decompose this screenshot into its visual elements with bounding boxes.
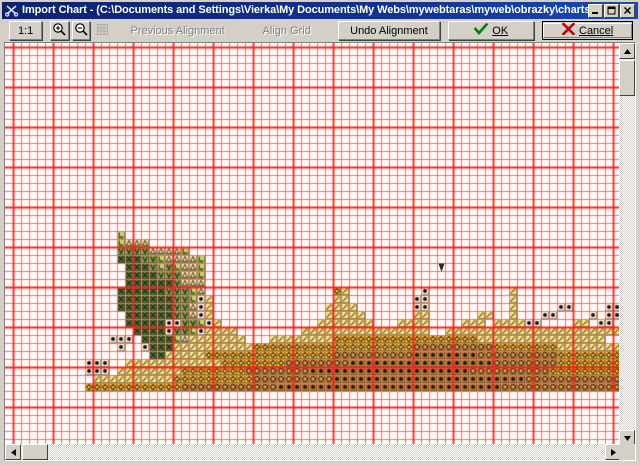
horizontal-scrollbar-thumb[interactable]: [22, 444, 48, 460]
ok-label: OK: [492, 24, 509, 37]
close-button[interactable]: [620, 3, 635, 18]
grid-tool-button[interactable]: [93, 21, 111, 40]
cancel-button[interactable]: Cancel: [542, 21, 633, 40]
window-controls: [588, 3, 636, 18]
vertical-scrollbar-thumb[interactable]: [619, 60, 635, 96]
pattern-scissors-icon: [5, 4, 19, 17]
cancel-label: Cancel: [579, 24, 614, 37]
scroll-down-button[interactable]: [619, 430, 635, 446]
previous-alignment-button[interactable]: Previous Alignment: [119, 21, 235, 40]
horizontal-scrollbar[interactable]: [5, 444, 621, 460]
align-grid-button[interactable]: Align Grid: [244, 21, 330, 40]
previous-alignment-label: Previous Alignment: [130, 24, 225, 37]
undo-alignment-label: Undo Alignment: [350, 24, 428, 37]
zoom-out-icon: [74, 22, 88, 39]
horizontal-scrollbar-track[interactable]: [21, 444, 605, 460]
zoom-out-button[interactable]: [71, 21, 91, 40]
align-grid-label: Align Grid: [262, 24, 311, 37]
undo-alignment-button[interactable]: Undo Alignment: [337, 21, 441, 40]
cross-stitch-chart-canvas[interactable]: [5, 43, 621, 446]
vertical-scrollbar-track[interactable]: [619, 59, 635, 430]
zoom-reset-label: 1:1: [17, 24, 34, 37]
red-x-icon: [561, 22, 576, 38]
toolbar: 1:1: [2, 20, 638, 41]
zoom-reset-button[interactable]: 1:1: [9, 21, 43, 40]
grid-tool-icon: [96, 23, 109, 39]
ok-button[interactable]: OK: [448, 21, 535, 40]
green-check-icon: [473, 22, 489, 38]
scrollbar-corner: [619, 444, 635, 460]
chart-canvas-viewport[interactable]: gallery.broidery.ru: [5, 43, 621, 446]
title-bar[interactable]: Import Chart - (C:\Documents and Setting…: [2, 2, 638, 19]
zoom-in-icon: [52, 22, 66, 39]
scroll-left-button[interactable]: [5, 444, 21, 460]
maximize-button[interactable]: [604, 3, 619, 18]
vertical-scrollbar[interactable]: [619, 43, 635, 446]
chart-client-area: gallery.broidery.ru: [4, 42, 636, 461]
minimize-button[interactable]: [588, 3, 603, 18]
zoom-in-button[interactable]: [50, 21, 69, 40]
window-title: Import Chart - (C:\Documents and Setting…: [22, 4, 588, 16]
scroll-up-button[interactable]: [619, 43, 635, 59]
